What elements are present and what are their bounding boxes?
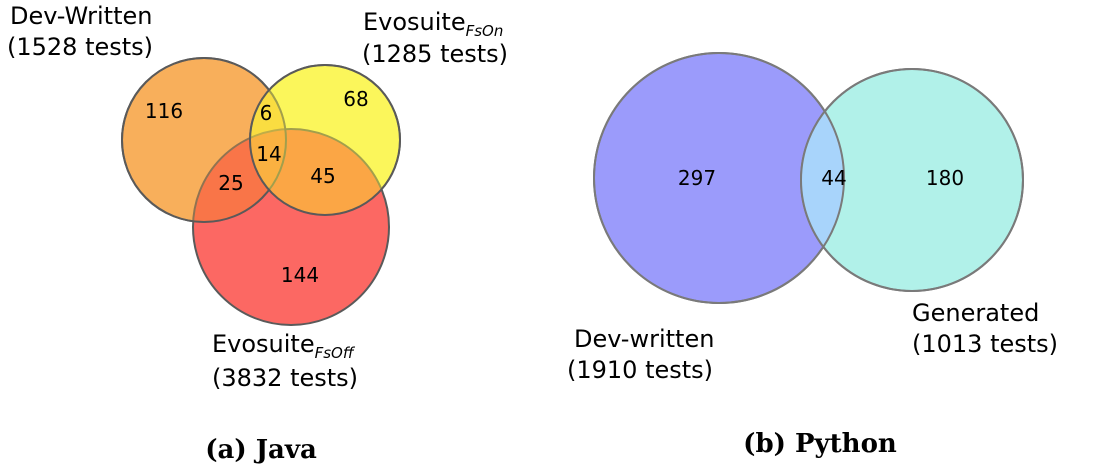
python-generated-label: Generated <box>912 299 1039 327</box>
evosuite-fsoff-circle <box>192 128 390 326</box>
dev-written-outline <box>121 57 287 223</box>
java-evosuite-fsoff-subscript: FsOff <box>315 344 356 362</box>
java-dev-fsoff-count: 25 <box>218 171 243 195</box>
java-dev-written-count: (1528 tests) <box>7 33 153 61</box>
java-dev-fson-count: 6 <box>260 101 273 125</box>
java-evosuite-fsoff-label: EvosuiteFsOff <box>212 330 356 362</box>
python-generated-count: (1013 tests) <box>912 330 1058 358</box>
java-dev-written-label: Dev-Written <box>10 2 152 30</box>
java-fson-fsoff-count: 45 <box>310 164 335 188</box>
python-dev-written-count: (1910 tests) <box>567 356 713 384</box>
java-evosuite-fson-label: EvosuiteFsOn <box>363 8 503 40</box>
java-evosuite-fson-count: (1285 tests) <box>362 40 508 68</box>
java-caption: (a) Java <box>205 435 317 465</box>
java-fsoff-only-count: 144 <box>281 263 319 287</box>
python-caption: (b) Python <box>743 429 897 459</box>
python-venn: 297 44 180 Dev-written (1910 tests) Gene… <box>567 52 1058 459</box>
python-dev-written-label: Dev-written <box>574 325 714 353</box>
java-evosuite-fsoff-count: (3832 tests) <box>212 364 358 392</box>
python-dev-only-count: 297 <box>678 166 716 190</box>
java-evosuite-fson-name: Evosuite <box>363 8 466 36</box>
java-evosuite-fsoff-name: Evosuite <box>212 330 315 358</box>
python-generated-only-count: 180 <box>926 166 964 190</box>
evosuite-fson-outline <box>249 64 401 216</box>
java-evosuite-fson-subscript: FsOn <box>466 22 504 40</box>
java-fson-only-count: 68 <box>343 87 368 111</box>
python-dev-written-outline <box>593 52 845 304</box>
python-both-count: 44 <box>821 166 846 190</box>
java-venn: 116 68 144 6 25 45 14 Dev-Written (1528 … <box>7 2 508 465</box>
java-dev-only-count: 116 <box>145 99 183 123</box>
java-all-three-count: 14 <box>256 142 281 166</box>
python-generated-outline <box>800 68 1024 292</box>
